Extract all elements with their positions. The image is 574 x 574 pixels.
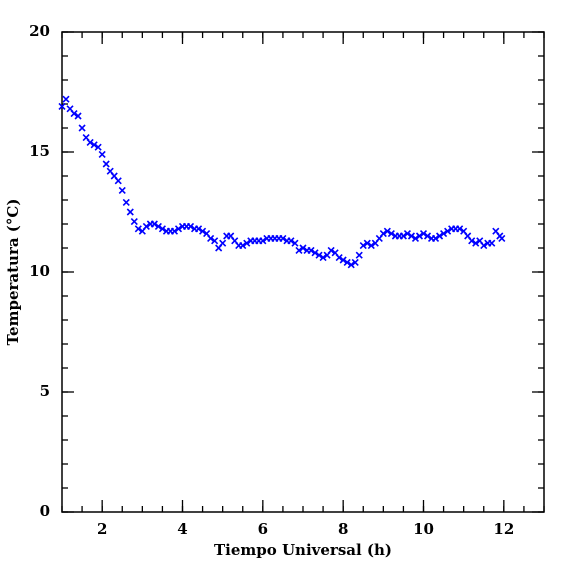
data-point xyxy=(195,225,203,233)
x-tick-label: 6 xyxy=(258,520,268,538)
data-point xyxy=(339,256,347,264)
data-point xyxy=(403,230,411,238)
data-point xyxy=(456,225,464,233)
data-point xyxy=(74,112,82,120)
data-point xyxy=(118,186,126,194)
data-point xyxy=(62,95,70,103)
data-point xyxy=(399,232,407,240)
data-point xyxy=(114,177,122,185)
data-point xyxy=(343,258,351,266)
data-point xyxy=(259,237,267,245)
data-point xyxy=(58,102,66,110)
plot-frame xyxy=(61,31,545,513)
data-point xyxy=(319,254,327,262)
x-tick-label: 12 xyxy=(493,520,514,538)
data-point xyxy=(295,246,303,254)
data-point xyxy=(423,232,432,240)
data-point xyxy=(130,218,138,226)
data-point xyxy=(211,237,219,245)
data-point xyxy=(387,230,395,238)
data-point xyxy=(98,150,106,158)
data-point xyxy=(407,232,416,240)
data-point xyxy=(383,227,391,235)
data-point xyxy=(480,242,488,250)
data-point xyxy=(468,237,476,245)
data-point xyxy=(367,242,375,250)
data-point xyxy=(243,239,251,247)
data-point xyxy=(315,251,323,259)
data-point xyxy=(70,110,78,118)
data-point xyxy=(126,208,134,216)
data-point xyxy=(150,220,158,228)
x-tick-label: 8 xyxy=(338,520,348,538)
data-point xyxy=(431,234,440,242)
data-point xyxy=(94,143,102,151)
data-point xyxy=(444,227,452,235)
y-tick-label: 10 xyxy=(29,262,50,280)
data-point xyxy=(355,251,363,259)
data-point xyxy=(440,230,448,238)
data-point xyxy=(363,239,371,247)
x-tick-label: 4 xyxy=(177,520,187,538)
y-tick-label: 0 xyxy=(40,502,50,520)
x-tick-label: 10 xyxy=(413,520,434,538)
data-point xyxy=(307,246,315,254)
data-point xyxy=(311,249,319,257)
data-point xyxy=(186,222,195,230)
data-point xyxy=(472,239,480,247)
data-point xyxy=(415,232,424,240)
data-point xyxy=(142,222,150,230)
y-tick-label: 20 xyxy=(29,22,50,40)
data-point xyxy=(207,234,215,242)
data-point xyxy=(239,242,247,250)
data-point xyxy=(122,198,130,206)
x-axis-label: Tiempo Universal (h) xyxy=(214,541,392,559)
data-point xyxy=(327,246,335,254)
y-tick-label: 5 xyxy=(40,382,50,400)
data-point xyxy=(134,225,142,233)
data-point xyxy=(359,242,367,250)
data-point xyxy=(154,222,162,230)
data-point xyxy=(78,124,86,132)
data-point xyxy=(498,234,506,242)
data-point xyxy=(379,230,387,238)
data-point xyxy=(102,160,110,168)
x-tick-label: 2 xyxy=(97,520,107,538)
data-point xyxy=(351,258,359,266)
data-point xyxy=(299,244,307,252)
data-point xyxy=(86,138,94,146)
data-point xyxy=(419,230,428,238)
data-point xyxy=(347,261,355,269)
data-point xyxy=(291,239,299,247)
data-point xyxy=(488,239,496,247)
y-tick-label: 15 xyxy=(29,142,50,160)
data-point xyxy=(436,232,444,240)
data-point xyxy=(170,227,179,235)
data-point xyxy=(279,234,287,242)
data-point xyxy=(174,225,183,233)
data-point xyxy=(90,141,98,149)
data-point xyxy=(219,239,227,247)
data-point xyxy=(158,225,166,233)
y-axis-label: Temperatura (°C) xyxy=(4,199,22,346)
data-point xyxy=(199,227,207,235)
data-point xyxy=(287,237,295,245)
data-point xyxy=(335,254,343,262)
data-point xyxy=(411,234,420,242)
